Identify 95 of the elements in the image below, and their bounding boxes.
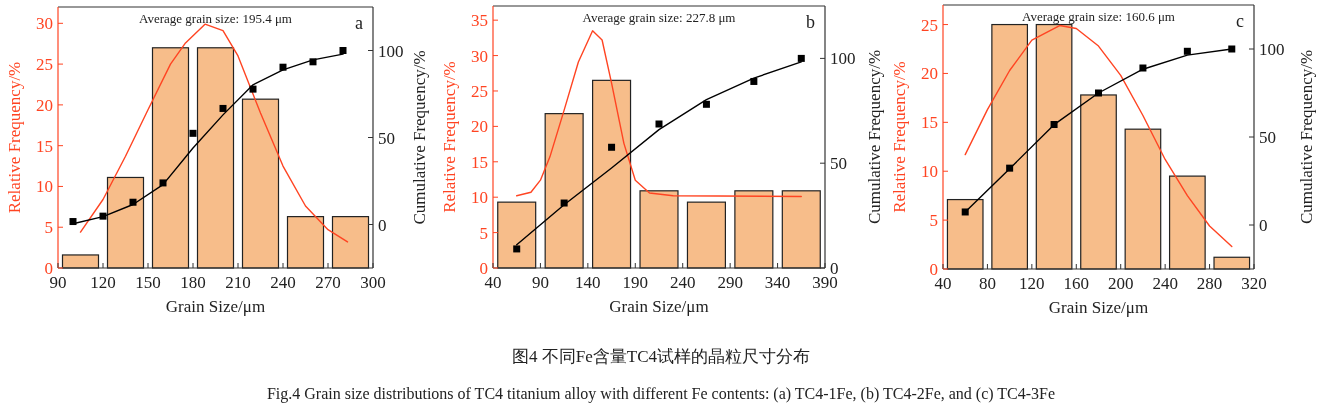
y2-tick-label: 50 — [378, 128, 395, 148]
x-tick-label: 210 — [225, 273, 251, 292]
point — [249, 85, 257, 93]
x-tick-label: 270 — [315, 273, 341, 292]
y-tick-label: 15 — [921, 113, 938, 133]
annotation: c — [1236, 11, 1244, 31]
point — [189, 129, 197, 137]
point — [655, 120, 663, 128]
caption: 图4 不同Fe含量TC4试样的晶粒尺寸分布 — [512, 347, 810, 366]
bar — [1080, 94, 1117, 270]
x-tick-label: 120 — [1019, 274, 1045, 293]
bar — [106, 176, 145, 269]
bar — [241, 98, 280, 269]
x-tick-label: 80 — [978, 274, 996, 293]
y-tick-label: 30 — [471, 46, 488, 66]
bar — [639, 190, 679, 269]
y2-axis-title: Cumulative Frequency/% — [410, 50, 429, 225]
y2-axis-title: Cumulative Frequency/% — [1297, 49, 1316, 225]
x-tick-label: 140 — [575, 273, 601, 292]
y-axis-title: Relative Frequency/% — [890, 61, 909, 213]
y-tick-label: 5 — [44, 218, 53, 238]
bar — [686, 201, 726, 269]
point — [702, 100, 710, 108]
x-tick-label: 90 — [531, 273, 549, 292]
x-tick-label: 180 — [180, 273, 206, 292]
point — [1183, 47, 1191, 55]
x-tick-label: 120 — [90, 273, 116, 292]
bar — [286, 216, 325, 269]
annotation: Average grain size: 227.8 μm — [582, 10, 736, 25]
x-tick-label: 190 — [622, 273, 649, 292]
annotation: b — [806, 12, 815, 32]
y-tick-label: 10 — [471, 188, 488, 208]
x-axis-title: Grain Size/μm — [165, 297, 266, 316]
x-tick-label: 240 — [270, 273, 296, 292]
x-tick-label: 320 — [1241, 274, 1267, 293]
annotation: Average grain size: 160.6 μm — [1022, 9, 1175, 24]
y-tick-label: 20 — [921, 64, 938, 84]
x-tick-label: 300 — [360, 273, 386, 292]
x-axis-title: Grain Size/μm — [609, 297, 709, 316]
y-tick-label: 25 — [921, 15, 938, 35]
bar — [1035, 23, 1073, 270]
point — [797, 54, 805, 62]
y-tick-label: 35 — [471, 11, 488, 31]
x-tick-label: 290 — [717, 273, 743, 292]
bar — [151, 47, 190, 269]
annotation: Average grain size: 195.4 μm — [139, 11, 292, 26]
y-tick-label: 15 — [36, 136, 53, 156]
x-tick-label: 160 — [1063, 274, 1090, 293]
y-axis-title: Relative Frequency/% — [5, 61, 24, 214]
bar — [991, 23, 1029, 270]
y-tick-label: 10 — [36, 177, 53, 197]
point — [339, 47, 347, 54]
y2-tick-label: 100 — [378, 41, 404, 61]
x-tick-label: 340 — [764, 273, 791, 292]
y-tick-label: 25 — [471, 81, 488, 101]
caption: Fig.4 Grain size distributions of TC4 titanium alloy with different Fe contents: (a) TC4-1Fe, (b) TC4-2Fe, and (c) TC4-3Fe — [266, 385, 1056, 403]
bar — [331, 216, 370, 269]
bar — [544, 113, 584, 269]
y2-tick-label: 0 — [378, 215, 387, 235]
point — [608, 143, 616, 151]
bar — [61, 254, 100, 269]
x-tick-label: 280 — [1196, 274, 1223, 293]
line-series — [516, 30, 802, 198]
y-tick-label: 30 — [36, 14, 53, 34]
bar — [734, 190, 774, 269]
y-tick-label: 25 — [36, 55, 53, 75]
y2-tick-label: 0 — [1259, 216, 1268, 235]
bar — [1124, 128, 1162, 270]
x-axis-title: Grain Size/μm — [1048, 298, 1149, 317]
y2-tick-label: 100 — [1259, 40, 1285, 59]
bar — [1168, 175, 1206, 270]
point — [219, 104, 227, 112]
y-tick-label: 5 — [479, 223, 488, 243]
annotation: a — [355, 13, 363, 33]
y-tick-label: 5 — [929, 211, 938, 231]
y2-tick-label: 50 — [1259, 128, 1276, 147]
point — [513, 245, 521, 253]
x-tick-label: 150 — [135, 273, 161, 292]
bar — [592, 79, 632, 269]
y-tick-label: 20 — [471, 117, 488, 137]
y2-tick-label: 50 — [830, 154, 847, 174]
y2-axis-title: Cumulative Frequency/% — [865, 49, 884, 225]
y-tick-label: 10 — [921, 162, 938, 182]
x-tick-label: 240 — [669, 273, 696, 292]
bar — [946, 198, 984, 270]
y-tick-label: 15 — [471, 152, 488, 172]
x-tick-label: 200 — [1107, 274, 1134, 293]
y-axis-title: Relative Frequency/% — [440, 61, 459, 213]
bar — [196, 47, 235, 269]
bar — [781, 190, 821, 269]
bar — [497, 201, 537, 269]
x-tick-label: 240 — [1152, 274, 1178, 293]
line-series — [964, 24, 1233, 248]
y2-tick-label: 100 — [830, 49, 856, 69]
y-tick-label: 20 — [36, 95, 53, 115]
